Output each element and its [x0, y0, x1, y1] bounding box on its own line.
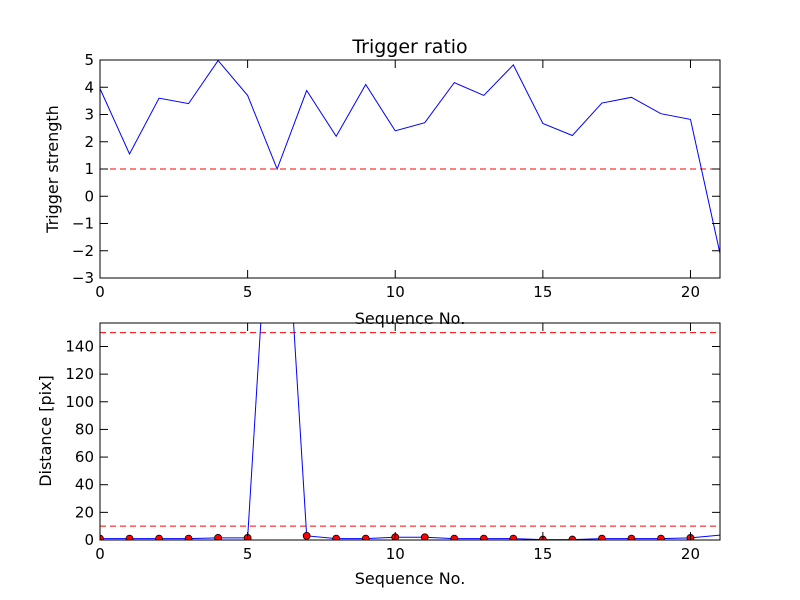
top-y-axis: −3 −2 −1 0 1 2 3 4 5: [72, 51, 720, 287]
bottom-data-point: [598, 534, 606, 540]
bottom-data-point: [479, 534, 488, 540]
top-y-tick-label: 2: [84, 133, 94, 151]
bottom-y-tick-label: 100: [65, 393, 94, 411]
bottom-data-point: [361, 534, 370, 540]
bottom-y-tick-label: 20: [75, 503, 94, 521]
bottom-x-tick-label: 5: [243, 545, 253, 563]
bottom-series-layer: [100, 323, 720, 540]
bottom-y-axis-label: Distance [pix]: [36, 375, 55, 487]
bottom-data-point: [450, 534, 459, 540]
bottom-y-axis: 0 20 40 60 80 100 120 140: [65, 337, 720, 549]
top-y-tick-label: 3: [84, 106, 94, 124]
bottom-data-point: [302, 531, 311, 540]
bottom-data-point: [332, 534, 341, 540]
top-y-tick-label: −3: [72, 269, 94, 287]
top-x-tick-label: 5: [243, 283, 253, 301]
bottom-y-tick-label: 0: [84, 531, 94, 549]
bottom-x-tick-label: 15: [533, 545, 552, 563]
bottom-y-tick-label: 80: [75, 420, 94, 438]
top-y-tick-label: 0: [84, 187, 94, 205]
bottom-data-point: [100, 534, 104, 540]
bottom-data-point: [184, 534, 193, 540]
bottom-plot-frame: [99, 322, 721, 541]
bottom-series-line: [100, 323, 720, 540]
top-y-tick-label: −1: [72, 215, 94, 233]
top-y-tick-label: −2: [72, 242, 94, 260]
bottom-x-tick-label: 20: [681, 545, 700, 563]
bottom-threshold-lines: [100, 332, 720, 527]
top-series-line: [100, 60, 720, 254]
bottom-x-tick-label: 0: [95, 545, 105, 563]
bottom-data-point: [509, 534, 518, 540]
top-x-tick-label: 20: [681, 283, 700, 301]
top-x-tick-label: 0: [95, 283, 105, 301]
bottom-data-point: [627, 534, 636, 540]
bottom-data-point: [155, 534, 163, 540]
top-y-axis-label: Trigger strength: [43, 105, 62, 234]
bottom-x-axis: 0 5 10 15 20: [95, 323, 700, 563]
bottom-x-axis-label: Sequence No.: [355, 569, 466, 588]
bottom-panel: 0 20 40 60 80 100 120 140 0 5 10 15 20 Sequence No.…: [36, 322, 721, 588]
bottom-data-point: [420, 533, 429, 540]
top-y-tick-label: 5: [84, 51, 94, 69]
top-y-tick-label: 4: [84, 78, 94, 96]
top-x-tick-label: 10: [386, 283, 405, 301]
top-x-axis: 0 5 10 15 20: [95, 60, 700, 301]
bottom-data-point: [657, 534, 665, 540]
top-y-tick-label: 1: [84, 160, 94, 178]
top-series-layer: [100, 60, 720, 254]
bottom-y-tick-label: 140: [65, 337, 94, 355]
top-x-tick-label: 15: [533, 283, 552, 301]
bottom-y-tick-label: 120: [65, 365, 94, 383]
top-x-axis-label: Sequence No.: [355, 309, 466, 328]
top-panel: Trigger ratio −3 −2 −1 0 1 2 3 4 5 0 5 10 15 20 Sequ…: [43, 36, 721, 328]
bottom-y-tick-label: 40: [75, 476, 94, 494]
bottom-x-tick-label: 10: [386, 545, 405, 563]
top-chart-title: Trigger ratio: [351, 36, 467, 58]
bottom-y-tick-label: 60: [75, 448, 94, 466]
bottom-data-point: [125, 534, 134, 540]
bottom-data-point: [214, 534, 222, 540]
